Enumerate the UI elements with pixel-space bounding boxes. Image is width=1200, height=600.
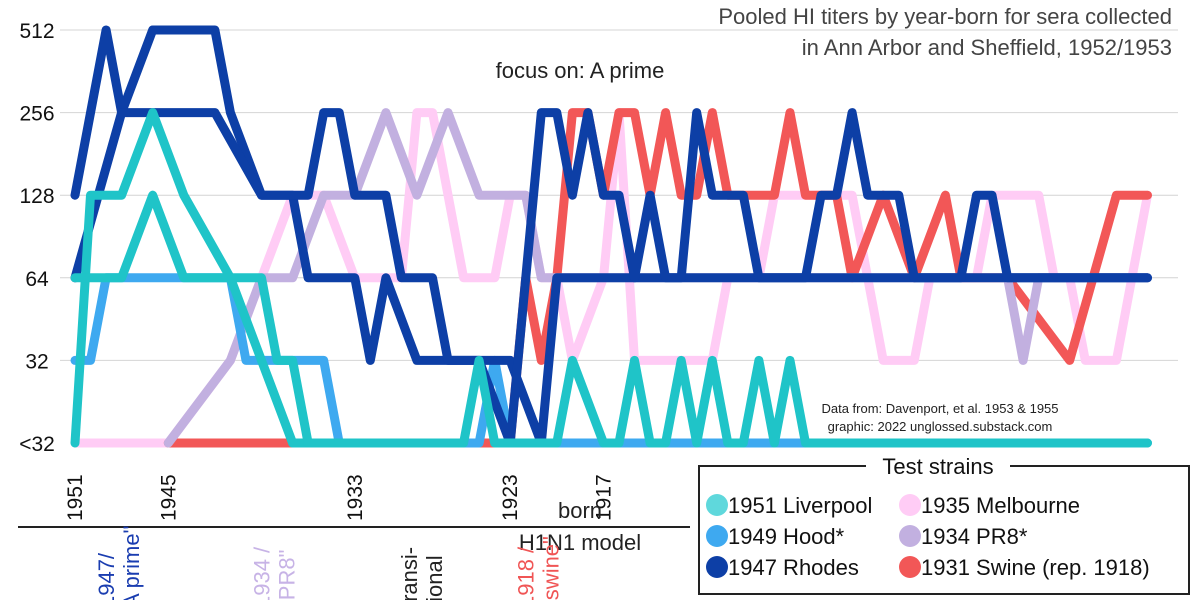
model-label-line2: "PR8": [275, 550, 300, 600]
legend-label: 1951 Liverpool: [728, 493, 872, 518]
y-axis-ticks: <32 32 64 128 256 512: [19, 20, 55, 456]
legend-swatch: [706, 556, 728, 578]
legend-label: 1947 Rhodes: [728, 555, 859, 580]
x-axis-label-secondary: H1N1 model: [519, 530, 641, 555]
model-label: transi-tional: [397, 547, 447, 600]
legend-title: Test strains: [882, 454, 993, 479]
model-label: 1947/A prime": [94, 526, 144, 600]
credit-line-1: Data from: Davenport, et al. 1953 & 1955: [821, 401, 1058, 416]
model-label-line1: transi-: [397, 547, 422, 600]
series-line-1951-liverpool-b-: [70, 190, 360, 448]
legend-items: 1951 Liverpool 1935 Melbourne 1949 Hood* 19…: [706, 493, 1150, 580]
x-axis-ticks: 1951 1945 1933 1923 1917: [64, 474, 615, 521]
model-label-line1: 1918 /: [514, 546, 539, 600]
y-tick-label: 128: [19, 185, 54, 208]
y-tick-label: 64: [25, 268, 49, 291]
chart-title-line2: in Ann Arbor and Sheffield, 1952/1953: [802, 35, 1172, 60]
y-tick-label: 512: [19, 20, 54, 43]
chart-subtitle: focus on: A prime: [496, 58, 665, 83]
x-tick-label: 1951: [64, 474, 87, 521]
model-label-line2: "swine": [539, 536, 564, 600]
legend-label: 1935 Melbourne: [921, 493, 1080, 518]
y-tick-label: 32: [25, 350, 48, 373]
model-label-line2: tional: [422, 555, 447, 600]
x-axis-label: born: [558, 498, 602, 523]
x-tick-label: 1933: [344, 474, 367, 521]
chart-title: Pooled HI titers by year-born for sera c…: [718, 4, 1172, 29]
legend-swatch: [899, 494, 921, 516]
model-label-line1: 1947/: [94, 552, 119, 600]
legend-label: 1934 PR8*: [921, 524, 1028, 549]
legend-label: 1931 Swine (rep. 1918): [921, 555, 1150, 580]
model-label: 1934 /"PR8": [250, 546, 300, 600]
y-tick-label: <32: [19, 433, 55, 456]
credit-line-2: graphic: 2022 unglossed.substack.com: [828, 419, 1053, 434]
series-line-1951-liverpool: [70, 108, 1152, 448]
series-line-1947-rhodes-b-: [70, 108, 1152, 448]
model-label-line1: 1934 /: [250, 546, 275, 600]
x-tick-label: 1923: [499, 474, 522, 521]
legend-swatch: [706, 525, 728, 547]
legend-title-bg: [866, 454, 1010, 478]
x-tick-label: 1945: [157, 474, 180, 521]
legend-swatch: [706, 494, 728, 516]
legend-box: [698, 465, 1190, 595]
legend-label: 1949 Hood*: [728, 524, 845, 549]
x-tick-label: 1917: [592, 474, 615, 521]
model-period-labels: 1947/A prime" 1934 /"PR8" transi-tional 191…: [94, 526, 564, 600]
series-lines: [70, 25, 1152, 448]
model-label-line2: A prime": [119, 526, 144, 600]
model-label: 1918 /"swine": [514, 536, 564, 600]
y-tick-label: 256: [19, 103, 54, 126]
legend-swatch: [899, 556, 921, 578]
legend: Test strains 1951 Liverpool 1935 Melbourn…: [698, 454, 1190, 595]
legend-swatch: [899, 525, 921, 547]
